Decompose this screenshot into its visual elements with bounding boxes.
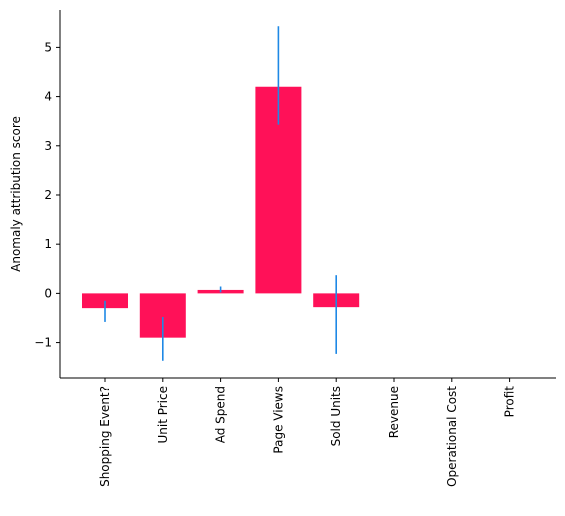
y-ticks: −1 0 1 2 3 4 5 xyxy=(34,40,60,350)
x-ticks: Shopping Event? Unit Price Ad Spend Page Vi… xyxy=(98,378,517,487)
x-tick-label: Unit Price xyxy=(156,386,170,444)
x-tick-label: Ad Spend xyxy=(214,386,228,443)
x-tick-label: Shopping Event? xyxy=(98,386,112,487)
y-tick-label: −1 xyxy=(34,336,52,350)
y-tick-label: 5 xyxy=(44,40,52,54)
y-tick-label: 1 xyxy=(44,237,52,251)
x-tick-label: Profit xyxy=(503,386,517,418)
y-tick-label: 2 xyxy=(44,188,52,202)
y-tick-label: 4 xyxy=(44,90,52,104)
x-tick-label: Revenue xyxy=(387,386,401,438)
x-tick-label: Operational Cost xyxy=(445,386,459,487)
axes-layer xyxy=(59,10,556,379)
x-tick-label: Sold Units xyxy=(329,386,343,446)
y-tick-label: 0 xyxy=(44,286,52,300)
error-bars-layer xyxy=(104,26,338,361)
bars-layer xyxy=(82,86,360,338)
bar-shopping-event xyxy=(82,293,128,309)
x-tick-label: Page Views xyxy=(271,386,285,454)
y-tick-label: 3 xyxy=(44,139,52,153)
y-axis-label: Anomaly attribution score xyxy=(9,116,23,272)
